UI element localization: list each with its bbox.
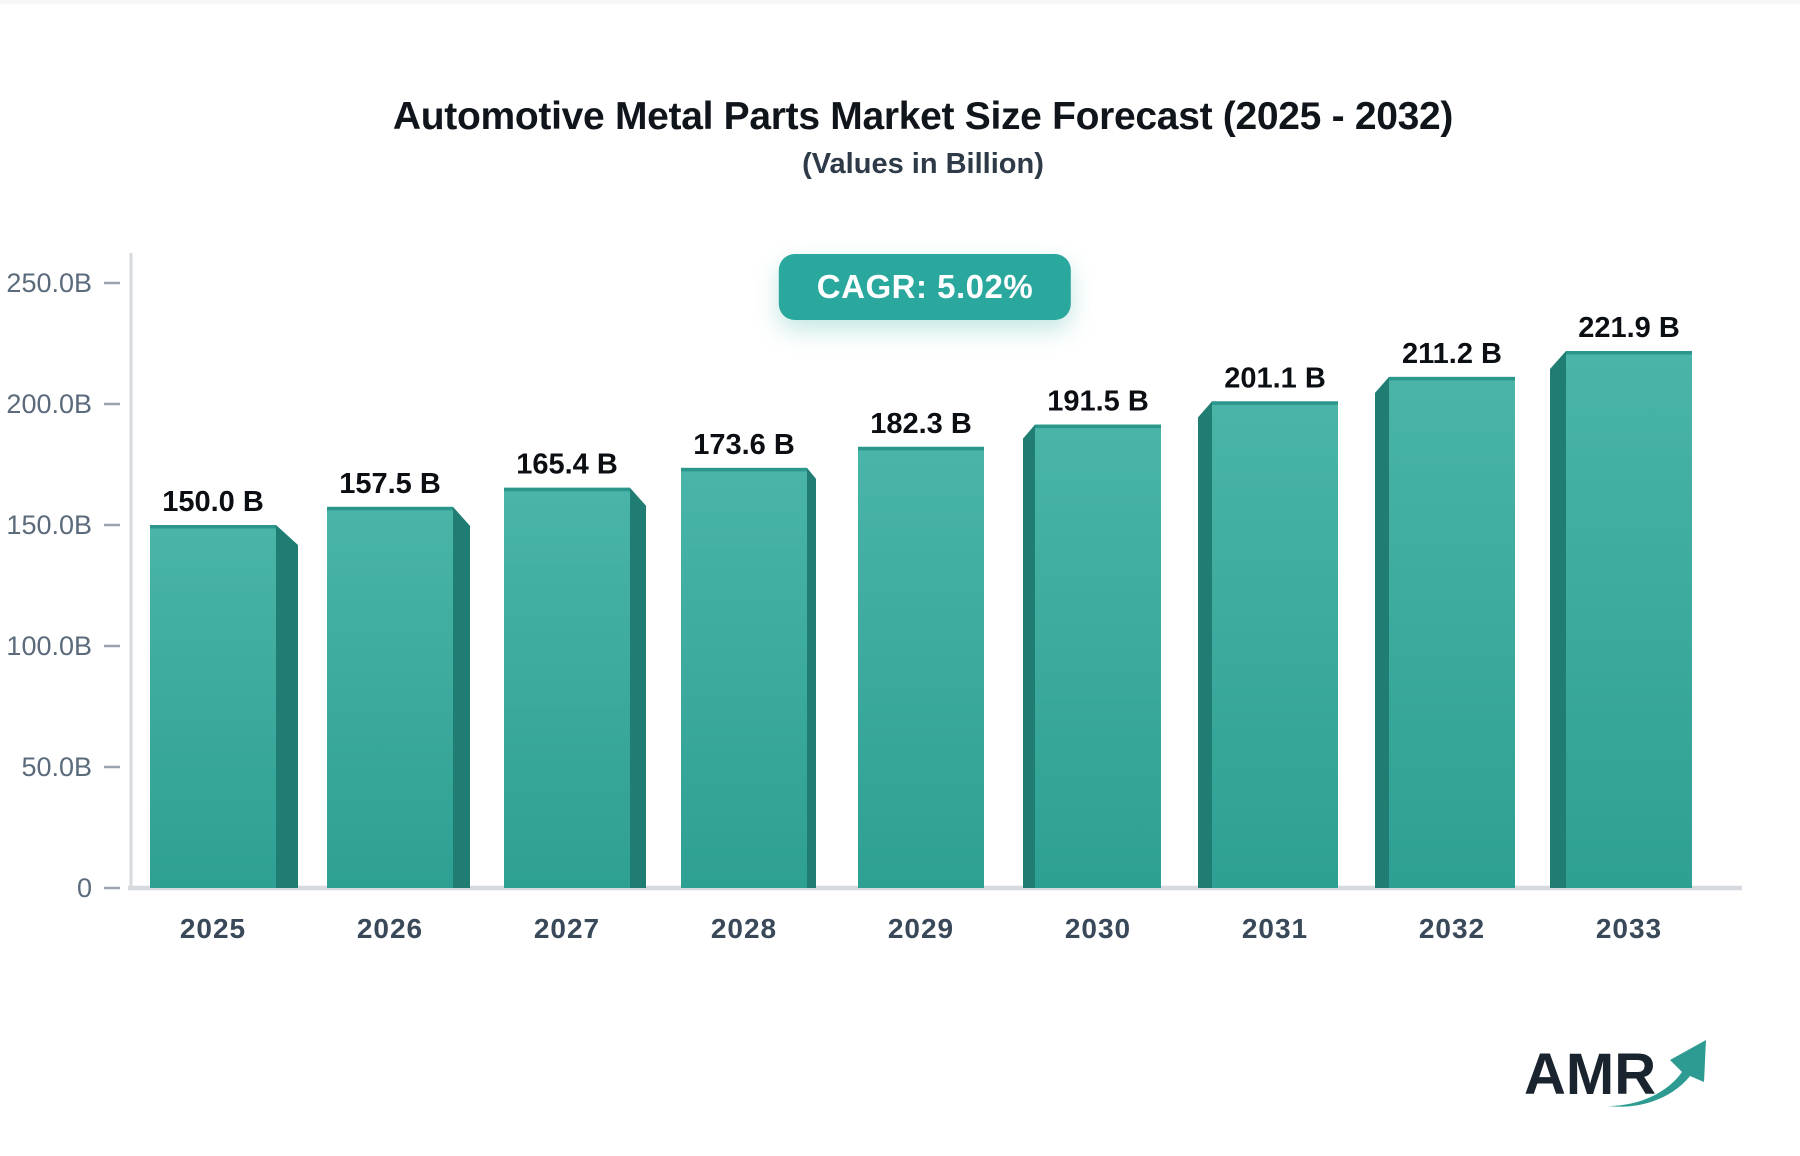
bar-top-edge <box>504 487 630 492</box>
bar-value-label: 191.5 B <box>1047 386 1149 418</box>
amr-logo-text: AMR <box>1524 1042 1656 1107</box>
x-axis-category-label: 2028 <box>711 913 777 944</box>
bar-value-label: 182.3 B <box>870 408 972 440</box>
bar <box>1035 424 1161 888</box>
y-axis-tick-label: 200.0B <box>6 389 92 419</box>
bar-value-label: 173.6 B <box>693 429 795 461</box>
bar-top-edge <box>1566 351 1692 355</box>
bar-group: 221.9 B 2033 <box>1550 312 1692 944</box>
x-axis-category-label: 2030 <box>1065 913 1131 944</box>
bar-group: 150.0 B 2025 <box>150 486 298 944</box>
bar-top-edge <box>150 525 276 529</box>
bar-side-face <box>630 487 646 888</box>
x-axis-category-label: 2032 <box>1419 913 1485 944</box>
bar-value-label: 150.0 B <box>162 486 264 518</box>
bar-group: 157.5 B 2026 <box>327 468 470 944</box>
bar-side-face <box>276 525 298 888</box>
bar-top-edge <box>1389 376 1515 381</box>
bar-value-label: 201.1 B <box>1224 362 1326 394</box>
bar-top-edge <box>681 467 807 472</box>
bar <box>150 525 276 888</box>
bar-side-face <box>1375 376 1389 888</box>
x-axis-category-label: 2025 <box>180 913 246 944</box>
bar-side-face <box>1550 351 1566 888</box>
bar-group: 191.5 B 2030 <box>1023 386 1161 944</box>
bar <box>1389 376 1515 888</box>
amr-logo: AMR <box>1524 1040 1706 1107</box>
bar-side-face <box>1023 424 1035 888</box>
x-axis-category-label: 2031 <box>1242 913 1308 944</box>
bar-side-face <box>807 467 816 888</box>
bar-top-edge <box>1212 401 1338 405</box>
bar-top-edge <box>858 446 984 451</box>
y-axis-tick-label: 100.0B <box>6 631 92 661</box>
x-axis-category-label: 2027 <box>534 913 600 944</box>
y-axis-tick-label: 50.0B <box>21 752 92 782</box>
cagr-badge: CAGR: 5.02% <box>778 254 1072 320</box>
bar-value-label: 211.2 B <box>1402 338 1502 370</box>
y-axis-tick-label: 250.0B <box>6 268 92 298</box>
bar-top-edge <box>1035 424 1161 429</box>
bar <box>504 487 630 888</box>
bar-group: 182.3 B 2029 <box>858 408 984 944</box>
bar-side-face <box>453 506 470 888</box>
logo-arrow-icon <box>1608 1040 1706 1107</box>
bar <box>1566 351 1692 888</box>
bar-top-edge <box>327 506 453 511</box>
bar-group: 173.6 B 2028 <box>681 429 816 944</box>
bar-value-label: 157.5 B <box>339 468 441 500</box>
bar-group: 211.2 B 2032 <box>1375 338 1515 944</box>
bar-value-label: 165.4 B <box>516 449 618 481</box>
bar <box>327 506 453 888</box>
chart-subtitle: (Values in Billion) <box>802 148 1044 180</box>
bar-side-face <box>1198 401 1212 888</box>
x-axis-category-label: 2026 <box>357 913 423 944</box>
x-axis-category-label: 2029 <box>888 913 954 944</box>
bar <box>858 446 984 888</box>
chart-title: Automotive Metal Parts Market Size Forec… <box>392 95 1454 138</box>
y-axis-tick-label: 150.0B <box>6 510 92 540</box>
bar-value-label: 221.9 B <box>1578 312 1680 344</box>
x-axis-category-label: 2033 <box>1596 913 1662 944</box>
y-axis-tick-label: 0 <box>77 873 92 903</box>
bar <box>681 467 807 888</box>
bar-group: 165.4 B 2027 <box>504 449 646 944</box>
bar <box>1212 401 1338 888</box>
bar-group: 201.1 B 2031 <box>1198 362 1338 944</box>
